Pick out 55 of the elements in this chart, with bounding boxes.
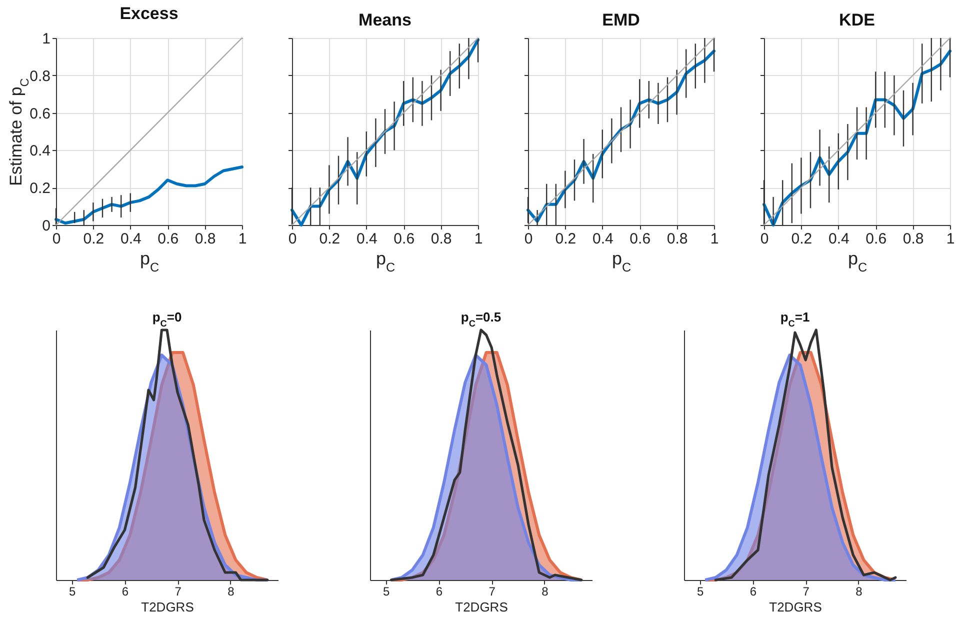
x-tick-label: 0.2 (555, 230, 576, 248)
x-tick-label: 0.8 (430, 230, 452, 248)
x-tick-label: 8 (542, 584, 549, 598)
x-tick-label: 5 (69, 584, 76, 598)
x-axis-title: T2DGRS (455, 600, 508, 614)
y-tick-label: 0.2 (30, 180, 50, 198)
y-tick-label: 0 (42, 218, 50, 234)
x-tick-label: 0.2 (791, 230, 812, 248)
x-tick-label: 0.8 (902, 230, 924, 248)
x-tick-label: 0.6 (630, 230, 651, 248)
y-tick-label: 0.8 (30, 68, 50, 85)
x-axis-title: p$_{C}$ (612, 248, 632, 274)
y-tick-label: 0.6 (30, 105, 50, 122)
chart-title: EMD (602, 10, 640, 30)
x-axis-title: T2DGRS (769, 600, 822, 614)
x-axis-title: p$_{C}$ (376, 248, 396, 274)
chart-title: p$_{C}$=1 (780, 310, 810, 329)
x-tick-label: 0.4 (828, 230, 850, 248)
x-tick-label: 0.4 (356, 230, 378, 248)
x-tick-label: 0.2 (83, 230, 104, 248)
x-tick-label: 0.6 (866, 230, 887, 248)
x-tick-label: 7 (174, 584, 182, 598)
x-tick-label: 0.8 (194, 230, 216, 248)
chart-title: p$_{C}$=0 (152, 310, 182, 329)
x-tick-label: 6 (436, 584, 443, 598)
x-tick-label: 6 (750, 584, 757, 598)
y-tick-label: 0.4 (30, 142, 50, 160)
x-axis-title: T2DGRS (141, 600, 194, 614)
x-tick-label: 0.4 (120, 230, 142, 248)
x-tick-label: 1 (474, 230, 483, 248)
x-tick-label: 7 (802, 584, 810, 598)
x-tick-label: 8 (228, 584, 235, 598)
x-tick-label: 0.8 (666, 230, 688, 248)
x-tick-label: 0 (288, 230, 297, 248)
x-tick-label: 8 (856, 584, 863, 598)
x-tick-label: 7 (488, 584, 496, 598)
x-axis-title: p$_{C}$ (848, 248, 868, 274)
x-tick-label: 6 (122, 584, 129, 598)
chart-title: p$_{C}$=0.5 (460, 310, 502, 329)
x-tick-label: 5 (383, 584, 390, 598)
x-tick-label: 0 (524, 230, 533, 248)
x-axis-title: p$_{C}$ (140, 248, 160, 274)
chart-title: Excess (120, 4, 178, 23)
x-tick-label: 0.6 (158, 230, 179, 248)
x-tick-label: 5 (697, 584, 704, 598)
x-tick-label: 1 (946, 230, 955, 248)
x-tick-label: 1 (710, 230, 719, 248)
chart-title: KDE (839, 10, 875, 30)
x-tick-label: 0 (760, 230, 769, 248)
x-tick-label: 0.6 (394, 230, 415, 248)
y-tick-label: 1 (42, 30, 50, 48)
x-tick-label: 1 (238, 230, 247, 248)
x-tick-label: 0.2 (319, 230, 340, 248)
x-tick-label: 0.4 (592, 230, 614, 248)
chart-title: Means (358, 10, 412, 30)
